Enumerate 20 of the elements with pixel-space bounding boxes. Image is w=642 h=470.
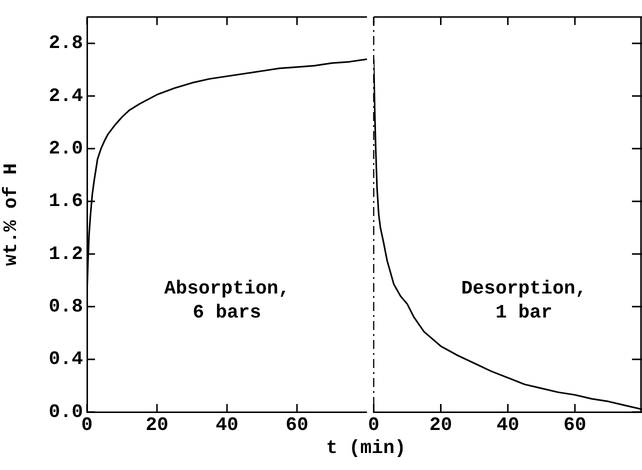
- x-axis-title: t (min): [325, 437, 407, 459]
- annotation: Absorption, 6 bars: [164, 278, 290, 324]
- y-tick-label: 2.8: [48, 32, 83, 54]
- x-tick-label: 40: [216, 414, 238, 436]
- x-tick-label: 0: [81, 414, 93, 436]
- x-tick-label: 60: [286, 414, 308, 436]
- x-tick-label: 0: [368, 414, 380, 436]
- x-tick-label: 20: [429, 414, 452, 436]
- annotation: Desorption, 1 bar: [461, 278, 587, 324]
- y-tick-label: 1.2: [48, 242, 83, 265]
- y-tick-label: 2.4: [48, 84, 83, 107]
- y-tick-label: 0.8: [48, 295, 83, 318]
- y-tick-label: 0.0: [48, 400, 83, 423]
- x-tick-label: 40: [496, 414, 520, 436]
- y-tick-label: 0.4: [48, 348, 83, 370]
- y-axis-title: wt.% of H: [0, 163, 22, 266]
- x-tick-label: 60: [564, 414, 586, 436]
- y-tick-label: 2.0: [48, 137, 83, 160]
- x-tick-label: 20: [146, 414, 168, 436]
- y-tick-label: 1.6: [48, 190, 83, 212]
